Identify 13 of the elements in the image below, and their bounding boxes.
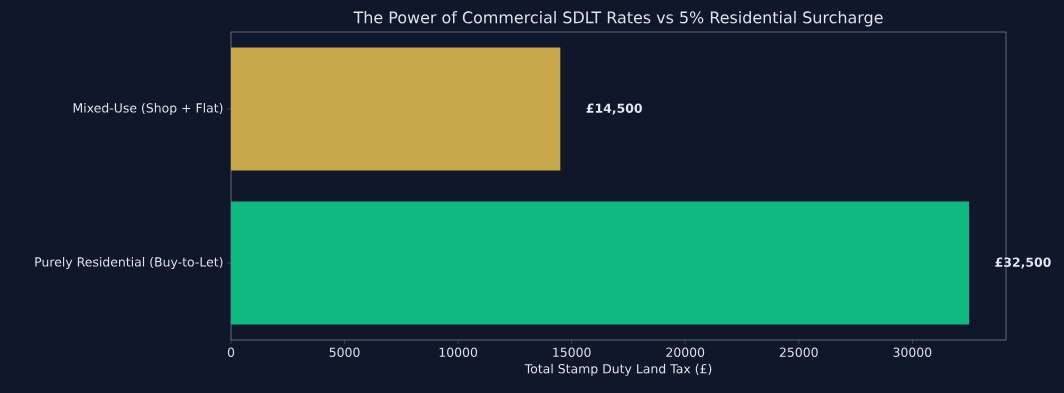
x-tick-label: 25000 bbox=[779, 347, 818, 357]
x-tick-label: 30000 bbox=[893, 347, 932, 357]
chart-title: The Power of Commercial SDLT Rates vs 5% Residential Surcharge bbox=[353, 11, 883, 27]
y-tick-label: Mixed-Use (Shop + Flat) bbox=[73, 102, 223, 116]
data-label: £32,500 bbox=[995, 257, 1051, 269]
x-tick-label: 5000 bbox=[329, 347, 360, 357]
x-tick-label: 0 bbox=[227, 347, 235, 357]
x-tick-label: 15000 bbox=[553, 347, 591, 357]
data-label: £14,500 bbox=[586, 103, 642, 115]
y-tick-label: Purely Residential (Buy-to-Let) bbox=[35, 256, 223, 270]
x-tick-label: 10000 bbox=[439, 347, 478, 357]
x-tick-label: 20000 bbox=[666, 347, 705, 357]
x-axis-title: Total Stamp Duty Land Tax (£) bbox=[524, 363, 712, 376]
